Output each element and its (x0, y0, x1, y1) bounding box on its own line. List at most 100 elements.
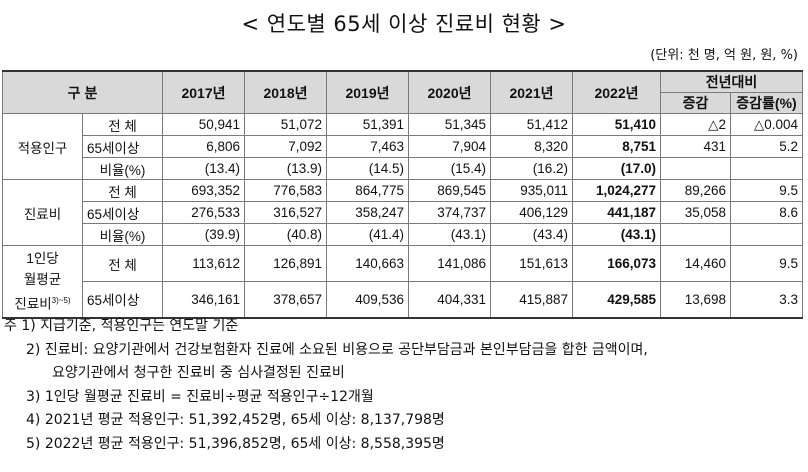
footnote: 4) 2021년 평균 적용인구: 51,392,452명, 65세 이상: 8… (26, 412, 445, 428)
footnote: 3) 1인당 월평균 진료비 = 진료비÷평균 적용인구÷12개월 (26, 388, 374, 405)
cell: 140,663 (326, 245, 409, 282)
footnote: 요양기관에서 청구한 진료비 중 심사결정된 진료비 (52, 365, 345, 381)
header-year: 2019년 (326, 70, 409, 114)
unit-label: (단위: 천 명, 억 원, 원, %) (650, 48, 798, 63)
table-row: 1인당 월평균 진료비3)~5) 전 체 113,612 126,891 140… (2, 245, 803, 318)
table-row: 65세이상 6,806 7,092 7,463 7,904 8,320 8,75… (3, 135, 803, 158)
row-label: 65세이상 (82, 281, 163, 318)
cell: 935,011 (490, 179, 573, 202)
cell: 409,536 (326, 281, 409, 318)
row-label: 65세이상 (82, 201, 163, 224)
cell (660, 223, 731, 246)
group-label: 진료비 (2, 179, 83, 246)
cell: 8,751 (572, 135, 661, 158)
cell: 6,806 (162, 135, 245, 158)
cell: (41.4) (326, 223, 409, 246)
header-row-2: 증감 증감률(%) (3, 92, 803, 114)
cell: 51,072 (244, 113, 327, 136)
cell: 51,391 (326, 113, 409, 136)
cell: 431 (660, 135, 731, 158)
cell: 35,058 (660, 201, 731, 224)
header-year: 2018년 (244, 70, 327, 114)
table-row: 65세이상 276,533 316,527 358,247 374,737 40… (3, 201, 803, 224)
cell (730, 157, 803, 180)
cell: 9.5 (730, 245, 803, 282)
cell: 166,073 (572, 245, 661, 282)
table-row: 진료비 전 체 693,352 776,583 864,775 869,545 … (2, 179, 803, 246)
cell: 113,612 (162, 245, 245, 282)
cell: 693,352 (162, 179, 245, 202)
group-label-line: 월평균 (23, 272, 62, 287)
cell: 406,129 (490, 201, 573, 224)
group-label: 1인당 월평균 진료비3)~5) (2, 245, 83, 318)
cell: 7,463 (326, 135, 409, 158)
cell: 346,161 (162, 281, 245, 318)
header-row: 구 분 2017년 2018년 2019년 2020년 2021년 2022년 … (2, 70, 803, 114)
header-increase-rate: 증감률(%) (730, 92, 803, 114)
header-year: 2021년 (490, 70, 573, 114)
cell: 415,887 (490, 281, 573, 318)
row-label: 65세이상 (82, 135, 163, 158)
cell: 374,737 (408, 201, 491, 224)
row-label: 비율(%) (82, 223, 163, 246)
cell: (13.9) (244, 157, 327, 180)
cell: 5.2 (730, 135, 803, 158)
cell: 51,410 (572, 113, 661, 136)
header-year: 2020년 (408, 70, 491, 114)
group-label-line-wrap: 진료비3)~5) (4, 290, 82, 315)
cell: (43.1) (408, 223, 491, 246)
table-row: 비율(%) (13.4) (13.9) (14.5) (15.4) (16.2)… (3, 157, 803, 180)
cell: (43.1) (572, 223, 661, 246)
table-row: 적용인구 전 체 50,941 51,072 51,391 51,345 51,… (2, 113, 803, 180)
cell: 51,345 (408, 113, 491, 136)
cell: (16.2) (490, 157, 573, 180)
footnote: 5) 2022년 평균 적용인구: 51,396,852명, 65세 이상: 8… (26, 435, 445, 452)
cell: 276,533 (162, 201, 245, 224)
cell: 429,585 (572, 281, 661, 318)
header-increase: 증감 (660, 92, 731, 114)
cell: 13,698 (660, 281, 731, 318)
footnote-ref: 3)~5) (51, 296, 71, 305)
cell: 316,527 (244, 201, 327, 224)
cell: △0.004 (730, 113, 803, 136)
cell: 141,086 (408, 245, 491, 282)
cell (730, 223, 803, 246)
table-row: 65세이상 346,161 378,657 409,536 404,331 41… (3, 281, 803, 318)
table-title: < 연도별 65세 이상 진료비 현황 > (241, 12, 567, 36)
group-label-line: 1인당 (26, 251, 59, 266)
header-year: 2017년 (162, 70, 245, 114)
cell: (13.4) (162, 157, 245, 180)
row-label: 전 체 (82, 113, 163, 136)
cell: 8,320 (490, 135, 573, 158)
cell: 3.3 (730, 281, 803, 318)
cell (660, 157, 731, 180)
group-label: 적용인구 (2, 113, 83, 180)
cell: (14.5) (326, 157, 409, 180)
header-compare: 전년대비 (660, 70, 803, 93)
cell: 7,092 (244, 135, 327, 158)
cell: (43.4) (490, 223, 573, 246)
cell: 89,266 (660, 179, 731, 202)
medical-cost-table: 구 분 2017년 2018년 2019년 2020년 2021년 2022년 … (2, 70, 803, 319)
cell: 50,941 (162, 113, 245, 136)
cell: 358,247 (326, 201, 409, 224)
cell: 126,891 (244, 245, 327, 282)
cell: 404,331 (408, 281, 491, 318)
table-row: 비율(%) (39.9) (40.8) (41.4) (43.1) (43.4)… (3, 223, 803, 246)
header-category: 구 분 (2, 70, 163, 114)
footnotes: 주 1) 지급기준, 적용인구는 연도말 기준 2) 진료비: 요양기관에서 건… (4, 315, 804, 456)
cell: (40.8) (244, 223, 327, 246)
cell: △2 (660, 113, 731, 136)
footnote: 주 1) 지급기준, 적용인구는 연도말 기준 (4, 318, 239, 334)
cell: 8.6 (730, 201, 803, 224)
row-label: 전 체 (82, 245, 163, 282)
group-label-line: 진료비 (14, 296, 52, 312)
footnote: 2) 진료비: 요양기관에서 건강보험환자 진료에 소요된 비용으로 공단부담금… (26, 341, 648, 358)
cell: 1,024,277 (572, 179, 661, 202)
cell: (17.0) (572, 157, 661, 180)
cell: 378,657 (244, 281, 327, 318)
cell: 7,904 (408, 135, 491, 158)
cell: (39.9) (162, 223, 245, 246)
cell: 776,583 (244, 179, 327, 202)
row-label: 전 체 (82, 179, 163, 202)
